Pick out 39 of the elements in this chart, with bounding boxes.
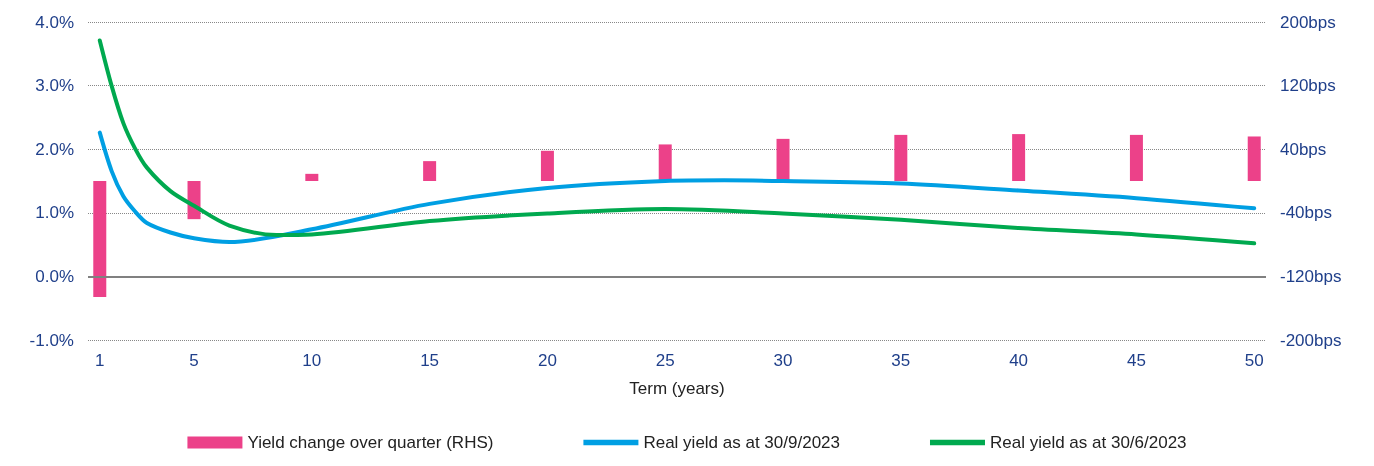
x-tick-label: 20 xyxy=(537,351,557,370)
y2-tick-label: -40bps xyxy=(1280,203,1332,223)
bar xyxy=(776,138,790,181)
bar xyxy=(423,161,437,181)
y-tick-label: 1.0% xyxy=(35,203,74,223)
y2-tick-label: 120bps xyxy=(1280,76,1336,96)
y-tick-label: -1.0% xyxy=(29,330,74,350)
bar xyxy=(540,150,554,181)
legend-label: Real yield as at 30/9/2023 xyxy=(643,433,841,452)
bar xyxy=(1129,134,1143,181)
x-tick-label: 45 xyxy=(1126,351,1146,370)
x-tick-label: 30 xyxy=(773,351,793,370)
y-tick-label: 3.0% xyxy=(35,76,74,96)
y2-tick-label: 200bps xyxy=(1280,12,1336,32)
bar xyxy=(93,181,107,298)
x-tick-label: 15 xyxy=(420,351,440,370)
x-axis-title: Term (years) xyxy=(629,379,725,398)
x-tick-label: 1 xyxy=(95,351,105,370)
bar xyxy=(658,144,672,181)
x-tick-label: 40 xyxy=(1009,351,1029,370)
legend-label: Real yield as at 30/6/2023 xyxy=(989,433,1187,452)
y-tick-label: 2.0% xyxy=(35,139,74,159)
y2-tick-label: -120bps xyxy=(1280,266,1342,286)
x-tick-label: 50 xyxy=(1244,351,1264,370)
legend-label: Yield change over quarter (RHS) xyxy=(247,433,494,452)
bar xyxy=(305,173,319,181)
line-series xyxy=(97,38,1257,246)
y-tick-label: 4.0% xyxy=(35,12,74,32)
x-tick-label: 10 xyxy=(302,351,322,370)
x-tick-label: 35 xyxy=(891,351,911,370)
x-tick-label: 5 xyxy=(189,351,199,370)
bar xyxy=(1247,136,1261,181)
y-tick-label: 0.0% xyxy=(35,266,74,286)
bar xyxy=(1012,134,1026,181)
x-tick-label: 25 xyxy=(655,351,675,370)
y2-tick-label: 40bps xyxy=(1280,139,1327,159)
line-series xyxy=(97,130,1257,245)
y2-tick-label: -200bps xyxy=(1280,330,1342,350)
bar xyxy=(894,134,908,181)
